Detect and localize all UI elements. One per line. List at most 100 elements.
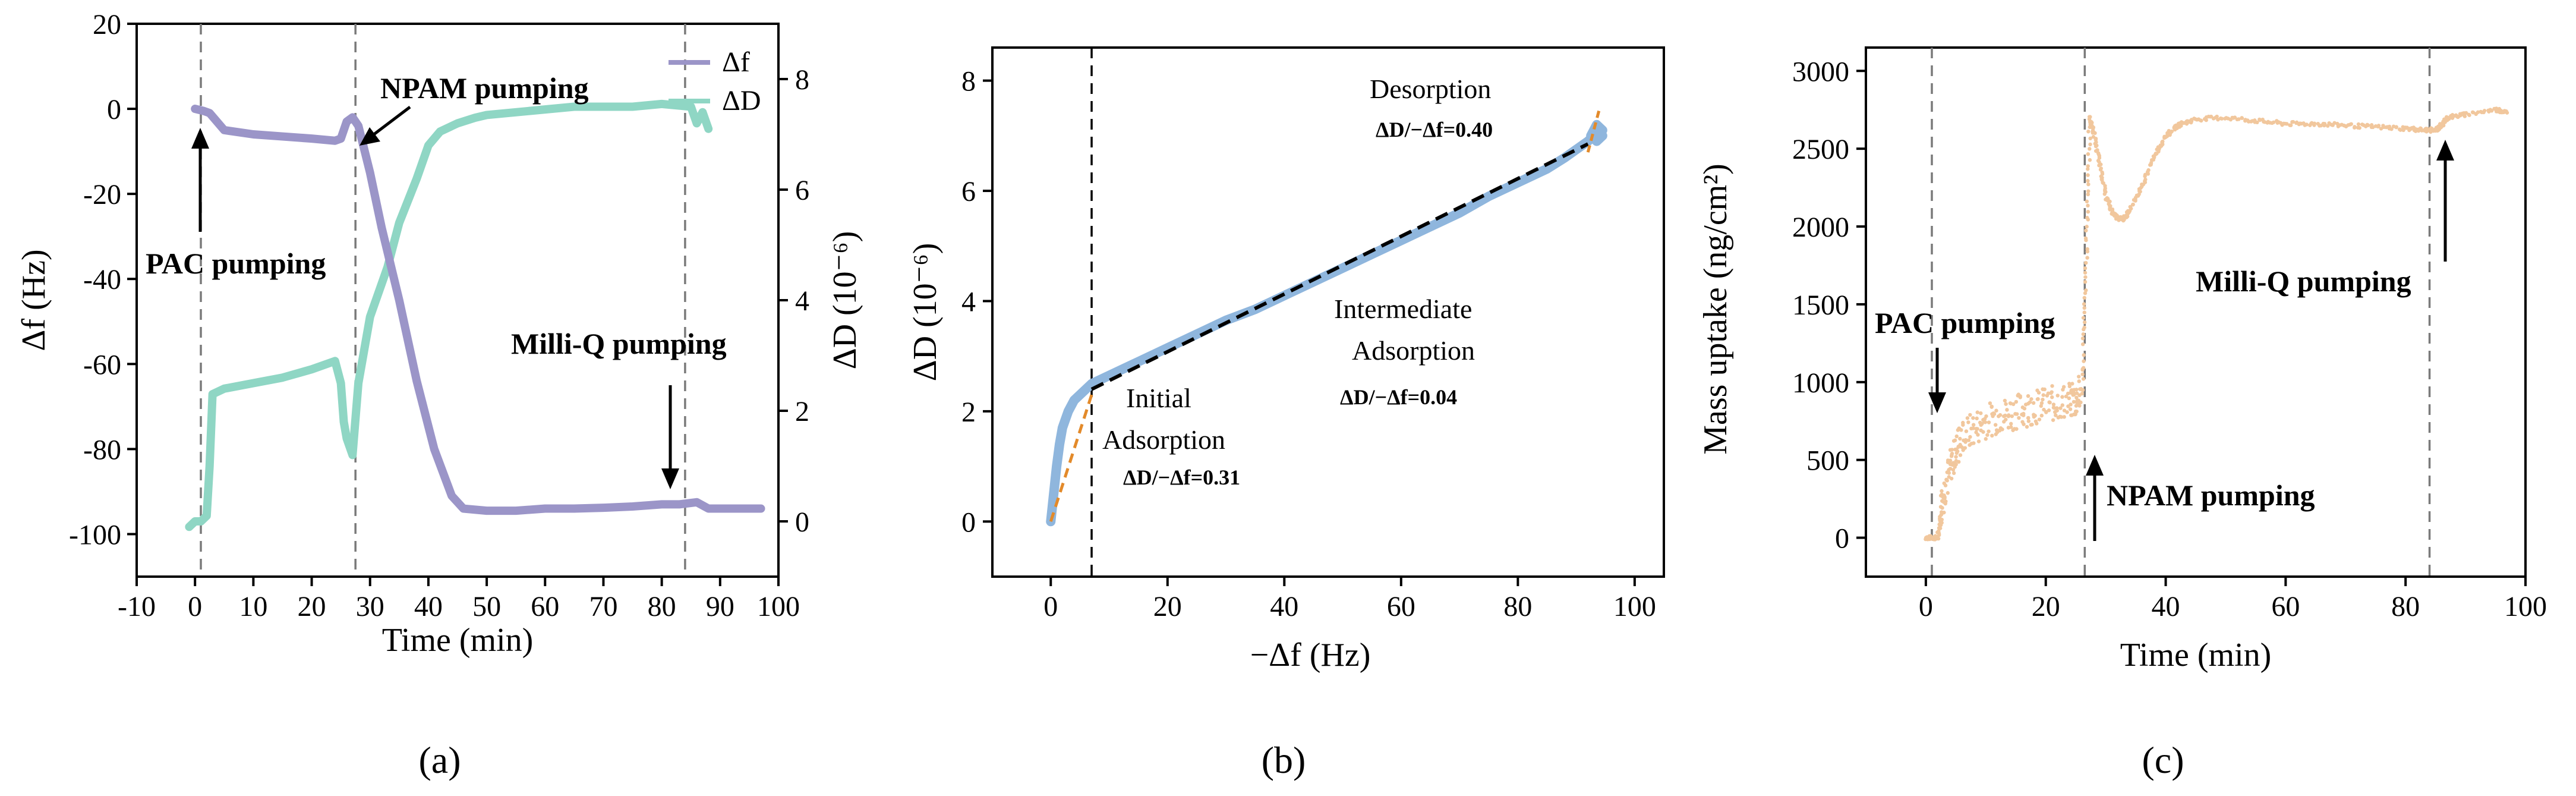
y-tick-label: 500 (1806, 445, 1849, 477)
mass-point (2143, 180, 2148, 184)
mass-point (2022, 422, 2026, 426)
mass-point (2085, 199, 2089, 204)
mass-point (2371, 125, 2375, 130)
panel-c-plot-frame (1865, 46, 2527, 578)
mass-point (2018, 395, 2022, 399)
mass-point (2029, 397, 2033, 401)
mass-point (2291, 119, 2296, 124)
x-tick-label: 70 (589, 591, 617, 622)
panel-c-ylabel: Mass uptake (ng/cm²) (1697, 163, 1734, 455)
mass-point (2051, 402, 2056, 407)
mass-point (2041, 397, 2045, 402)
mass-point (2086, 182, 2091, 187)
x-tick-label: 100 (757, 591, 800, 622)
mass-point (2091, 126, 2095, 131)
x-tick-label: 40 (414, 591, 443, 622)
panel-a-ylabel: Δf (Hz) (15, 249, 52, 351)
mass-point (2026, 416, 2030, 420)
mass-point (2037, 417, 2042, 421)
fit-desorption (1586, 108, 1601, 153)
mass-point (2215, 114, 2219, 119)
mass-point (2332, 121, 2337, 125)
x-tick-label: 0 (1919, 591, 1933, 622)
mass-point (1971, 416, 1975, 420)
panel-c-arrowhead-pac (1928, 392, 1946, 413)
panel-a-annotation-pac: PAC pumping (146, 247, 326, 280)
mass-point (2081, 377, 2086, 381)
mass-point (2146, 168, 2151, 172)
mass-point (1940, 517, 1944, 522)
mass-point (2050, 390, 2054, 394)
panel-c-annotation-milliq: Milli-Q pumping (2196, 265, 2411, 298)
mass-point (2143, 177, 2148, 182)
y-tick-label: 2 (961, 397, 976, 428)
mass-point (2086, 152, 2091, 156)
panel-b-annotation-intermediate-slope: ΔD/−Δf=0.04 (1340, 385, 1457, 409)
mass-point (2237, 117, 2241, 121)
y-tick-label: 2000 (1792, 212, 1849, 243)
x-tick-label: 50 (472, 591, 501, 622)
mass-point (2059, 415, 2064, 419)
fit-intermediate (1090, 142, 1589, 391)
x-tick-label: 0 (1043, 591, 1058, 622)
mass-point (2074, 395, 2079, 400)
mass-point (1975, 410, 1979, 414)
panel-c-series (1924, 106, 2509, 542)
mass-point (1976, 439, 1981, 443)
mass-point (2074, 388, 2079, 392)
mass-point (2082, 295, 2086, 300)
mass-point (1942, 510, 1946, 515)
mass-point (2068, 407, 2073, 411)
mass-point (1985, 433, 1989, 437)
mass-point (1964, 429, 1969, 433)
mass-point (1992, 412, 1997, 416)
mass-point (1983, 420, 1988, 424)
x-tick-label: 90 (706, 591, 734, 622)
mass-point (1948, 458, 1953, 463)
y-tick-label: -40 (83, 264, 121, 295)
mass-point (2006, 414, 2011, 419)
mass-point (2050, 384, 2054, 388)
x-tick-label: 80 (2391, 591, 2420, 622)
mass-point (1954, 434, 1959, 439)
mass-point (2026, 394, 2030, 398)
mass-point (2086, 210, 2091, 214)
mass-point (2447, 117, 2451, 121)
panel-a-legend: Δf ΔD (669, 46, 761, 117)
mass-point (2082, 359, 2086, 363)
x-tick-label: 0 (188, 591, 202, 622)
mass-point (1987, 429, 1991, 433)
mass-point (1954, 455, 1958, 459)
mass-point (2042, 387, 2047, 392)
mass-point (2353, 125, 2357, 129)
mass-point (2073, 412, 2077, 417)
x-tick-label: 40 (2152, 591, 2180, 622)
y2-tick-label: 8 (795, 64, 809, 96)
mass-point (2398, 128, 2402, 132)
mass-point (2003, 413, 2007, 418)
mass-point (2036, 391, 2041, 395)
mass-point (2026, 419, 2031, 423)
mass-point (1943, 495, 1947, 499)
panel-c-xlabel: Time (min) (2120, 637, 2272, 674)
panel-a-arrow-npam (367, 106, 411, 140)
mass-point (2082, 306, 2086, 310)
panel-b-annotation-initial-2: Adsorption (1102, 424, 1225, 455)
mass-point (2082, 320, 2087, 325)
mass-point (2082, 353, 2086, 357)
x-tick-label: 20 (1153, 591, 1182, 622)
mass-point (2060, 403, 2064, 407)
panel-a-annotation-milliq: Milli-Q pumping (511, 327, 727, 360)
mass-point (2080, 342, 2085, 347)
mass-point (2060, 395, 2064, 399)
panel-a-arrowhead-milliq (661, 468, 679, 489)
mass-point (1993, 423, 1998, 427)
mass-point (2035, 421, 2039, 426)
mass-point (2408, 127, 2413, 131)
mass-point (1974, 427, 1978, 431)
x-tick-label: 60 (531, 591, 559, 622)
mass-point (2004, 417, 2008, 421)
mass-point (1944, 477, 1948, 482)
